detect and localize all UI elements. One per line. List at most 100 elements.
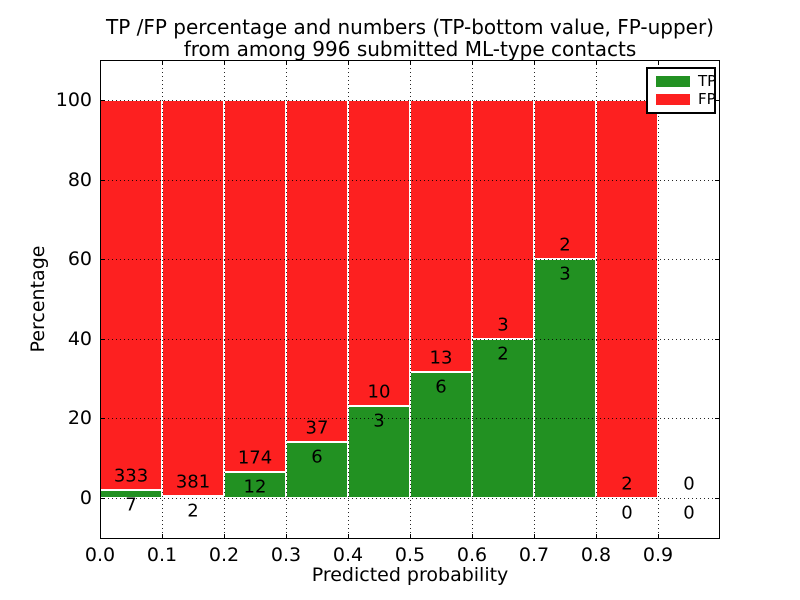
tp-count-label: 3	[373, 410, 385, 432]
y-tick-label: 80	[67, 168, 92, 191]
tp-count-label: 6	[311, 446, 323, 468]
x-tick-mark	[100, 60, 101, 65]
tp-bar-segment	[534, 259, 596, 498]
fp-bar-segment	[410, 100, 472, 373]
tp-legend-swatch	[656, 76, 690, 87]
x-tick-label: 0.0	[84, 544, 116, 566]
tp-count-label: 3	[559, 263, 571, 285]
legend-item: TP	[656, 72, 717, 90]
x-tick-mark	[472, 534, 473, 539]
fp-count-label: 10	[367, 381, 391, 403]
fp-legend-swatch	[656, 94, 690, 105]
chart-title: TP /FP percentage and numbers (TP-bottom…	[100, 15, 720, 61]
y-tick-mark	[100, 418, 105, 420]
legend: TP FP	[646, 67, 716, 114]
x-tick-label: 0.7	[518, 544, 550, 566]
x-tick-mark	[534, 60, 535, 65]
y-tick-mark	[100, 498, 105, 499]
x-tick-mark	[224, 60, 225, 65]
fp-bar-segment	[348, 100, 410, 407]
x-axis-label: Predicted probability	[311, 564, 509, 586]
fp-count-label: 2	[559, 234, 571, 256]
y-tick-mark	[715, 179, 720, 181]
x-tick-mark	[534, 534, 535, 539]
fp-bar-segment	[224, 100, 286, 473]
x-tick-label: 0.6	[456, 544, 488, 566]
tp-count-label: 7	[125, 494, 137, 516]
tp-count-label: 6	[435, 376, 447, 398]
y-tick-mark	[715, 418, 720, 420]
y-tick-label: 40	[67, 327, 92, 350]
tp-count-label: 0	[683, 502, 695, 524]
y-tick-label: 0	[79, 487, 92, 509]
x-gridline	[596, 60, 597, 539]
y-tick-label: 100	[55, 89, 92, 111]
legend-item-label: FP	[698, 90, 716, 108]
x-gridline	[658, 60, 659, 539]
fp-count-label: 333	[113, 465, 149, 487]
x-gridline	[286, 60, 287, 539]
x-tick-mark	[658, 534, 659, 539]
x-tick-mark	[162, 534, 163, 539]
tp-bar-segment	[286, 442, 348, 498]
fp-bar-segment	[162, 100, 224, 496]
fp-count-label: 2	[621, 473, 633, 495]
chart-title-line1: TP /FP percentage and numbers (TP-bottom…	[106, 15, 714, 39]
x-tick-mark	[472, 60, 473, 65]
x-gridline	[410, 60, 411, 539]
y-tick-mark	[100, 259, 105, 261]
tp-count-label: 12	[243, 476, 267, 498]
x-tick-label: 0.2	[208, 544, 240, 566]
y-tick-mark	[100, 100, 105, 101]
fp-bar-segment	[100, 100, 162, 490]
x-tick-mark	[348, 534, 349, 539]
x-gridline	[472, 60, 473, 539]
x-tick-mark	[348, 60, 349, 65]
x-tick-label: 0.4	[332, 544, 364, 566]
x-tick-label: 0.9	[642, 544, 674, 566]
x-tick-label: 0.8	[580, 544, 612, 566]
legend-item-label: TP	[698, 72, 717, 90]
tp-count-label: 2	[187, 500, 199, 522]
fp-bar-segment	[596, 100, 658, 498]
fp-bar-segment	[472, 100, 534, 339]
plot-area: TP FP 333 7 381 2 174 12 37 6 10 3 13 6 3 2 2 3 2 0 0 0	[100, 60, 720, 539]
x-gridline	[534, 60, 535, 539]
y-tick-label: 20	[67, 407, 92, 430]
y-tick-mark	[715, 498, 720, 499]
y-tick-label: 60	[67, 248, 92, 271]
x-tick-mark	[410, 534, 411, 539]
x-tick-mark	[162, 60, 163, 65]
fp-count-label: 37	[305, 417, 329, 439]
fp-count-label: 13	[429, 347, 453, 369]
x-gridline	[348, 60, 349, 539]
y-tick-mark	[100, 179, 105, 181]
y-tick-mark	[715, 338, 720, 340]
fp-count-label: 0	[683, 473, 695, 495]
tp-bar-segment	[224, 472, 286, 498]
x-tick-mark	[410, 60, 411, 65]
tp-count-label: 2	[497, 343, 509, 365]
x-gridline	[224, 60, 225, 539]
x-tick-mark	[596, 60, 597, 65]
x-tick-label: 0.3	[270, 544, 302, 566]
x-tick-label: 0.1	[146, 544, 178, 566]
y-tick-mark	[100, 338, 105, 340]
fp-count-label: 3	[497, 314, 509, 336]
x-tick-mark	[658, 60, 659, 65]
x-gridline	[162, 60, 163, 539]
x-tick-mark	[286, 60, 287, 65]
y-tick-mark	[715, 259, 720, 261]
x-tick-mark	[286, 534, 287, 539]
chart-title-line2: from among 996 submitted ML-type contact…	[183, 36, 637, 61]
fp-bar-segment	[286, 100, 348, 443]
fp-count-label: 381	[175, 471, 211, 493]
x-tick-mark	[224, 534, 225, 539]
fp-count-label: 174	[237, 447, 273, 469]
x-tick-mark	[596, 534, 597, 539]
x-tick-mark	[100, 534, 101, 539]
tp-count-label: 0	[621, 502, 633, 524]
y-tick-mark	[715, 100, 720, 101]
x-tick-label: 0.5	[394, 544, 426, 566]
